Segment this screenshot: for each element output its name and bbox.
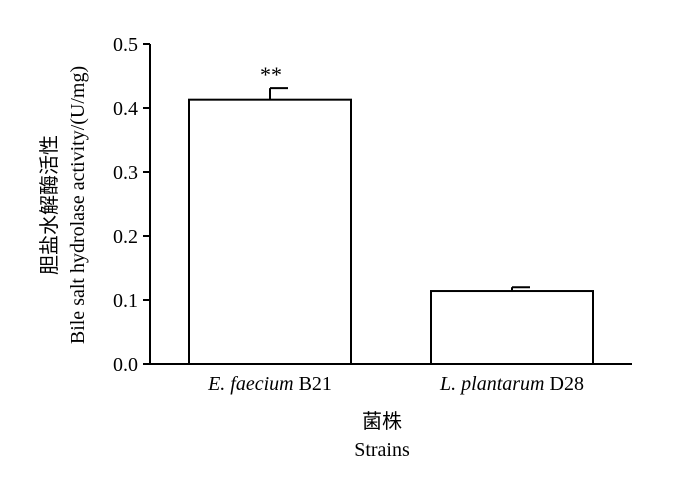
y-tick-label: 0.1 (113, 290, 138, 312)
y-tick-label: 0.2 (113, 226, 138, 248)
y-axis-label-cn: 胆盐水解酶活性 (38, 135, 61, 275)
labels: 菌株 Strains 胆盐水解酶活性 Bile salt hydrolase a… (38, 66, 410, 461)
bars: ** (188, 62, 594, 366)
y-tick-label: 0.0 (113, 354, 138, 376)
y-axis-label-en: Bile salt hydrolase activity/(U/mg) (67, 66, 89, 344)
bar (430, 290, 594, 366)
y-tick-label: 0.5 (113, 34, 138, 56)
x-axis-label-en: Strains (354, 439, 410, 461)
y-tick-label: 0.4 (113, 98, 138, 120)
bar (188, 98, 352, 366)
x-tick-label: L. plantarum D28 (439, 373, 584, 395)
x-tick-label-part: D28 (545, 373, 584, 395)
x-tick-label: E. faecium B21 (207, 373, 332, 395)
significance-marker: ** (260, 62, 282, 87)
x-axis-label-cn: 菌株 (362, 410, 402, 433)
y-tick-label: 0.3 (113, 162, 138, 184)
x-tick-label-part: E. faecium (207, 373, 294, 395)
x-tick-label-part: B21 (294, 373, 332, 395)
x-tick-label-part: L. plantarum (439, 373, 544, 395)
